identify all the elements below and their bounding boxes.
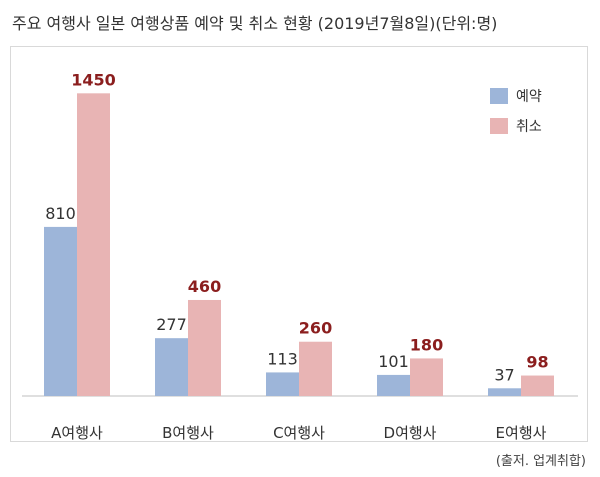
- bar-cancellation-2: [188, 299, 221, 396]
- legend-swatch-2: [490, 118, 508, 134]
- legend-swatch-1: [490, 88, 508, 104]
- bar-reservation-2: [155, 338, 188, 396]
- data-label-cancellation-4: 180: [410, 335, 443, 354]
- legend-label-1: 예약: [516, 89, 542, 105]
- data-label-reservation-4: 101: [378, 352, 409, 371]
- bar-cancellation-4: [410, 358, 443, 396]
- data-label-cancellation-1: 1450: [71, 70, 116, 89]
- legend-label-2: 취소: [516, 119, 542, 135]
- source-note: (출저. 업계취합): [495, 454, 586, 469]
- x-tick-label: E여행사: [496, 424, 547, 442]
- bar-cancellation-3: [299, 341, 332, 396]
- x-tick-label: B여행사: [162, 424, 214, 442]
- data-label-cancellation-5: 98: [526, 353, 548, 372]
- bar-cancellation-5: [521, 375, 554, 396]
- data-label-reservation-5: 37: [494, 365, 514, 384]
- bar-reservation-1: [44, 226, 77, 396]
- bar-reservation-3: [266, 372, 299, 396]
- x-tick-label: D여행사: [384, 424, 437, 442]
- bar-reservation-5: [488, 388, 521, 396]
- bar-reservation-4: [377, 374, 410, 396]
- bar-cancellation-1: [77, 93, 110, 396]
- data-label-reservation-2: 277: [156, 315, 187, 334]
- x-tick-label: C여행사: [273, 424, 325, 442]
- data-label-reservation-1: 810: [45, 204, 76, 223]
- data-label-cancellation-2: 460: [188, 277, 221, 296]
- data-label-cancellation-3: 260: [299, 319, 332, 338]
- data-label-reservation-3: 113: [267, 349, 298, 368]
- chart-title: 주요 여행사 일본 여행상품 예약 및 취소 현황 (2019년7월8일)(단위…: [12, 14, 498, 33]
- x-tick-label: A여행사: [51, 424, 103, 442]
